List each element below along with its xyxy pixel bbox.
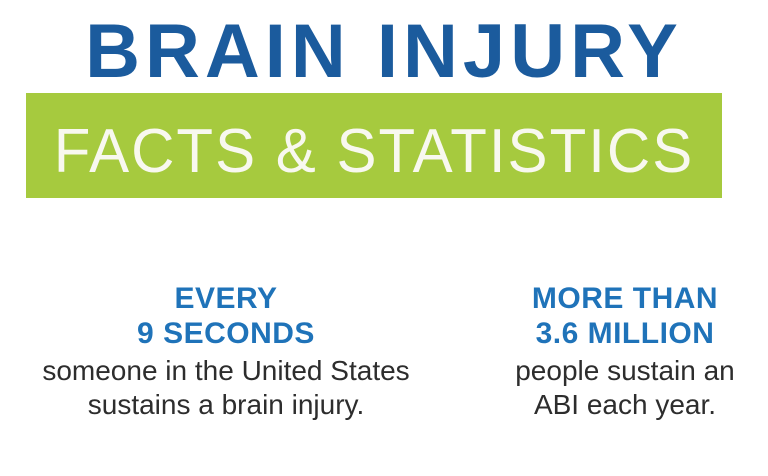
stat-body: people sustain an ABI each year.: [475, 354, 768, 422]
stat-headline-line2: 3.6 MILLION: [535, 317, 715, 350]
title-banner: FACTS & STATISTICS: [26, 93, 722, 198]
stat-body-line2: ABI each year.: [533, 389, 717, 420]
stat-body-line2: sustains a brain injury.: [87, 389, 365, 420]
page-subtitle: FACTS & STATISTICS: [53, 115, 695, 185]
stat-headline-line1: MORE THAN: [531, 282, 719, 315]
page-title: BRAIN INJURY: [85, 9, 683, 94]
stat-headline-line2: 9 SECONDS: [137, 317, 315, 350]
stat-headline-line1: EVERY: [174, 282, 278, 315]
stat-body: someone in the United States sustains a …: [16, 354, 436, 422]
stat-headline: EVERY 9 SECONDS: [16, 281, 436, 351]
stat-headline: MORE THAN 3.6 MILLION: [475, 281, 768, 351]
stat-body-line1: someone in the United States: [42, 355, 410, 386]
stat-every-9-seconds: EVERY 9 SECONDS someone in the United St…: [16, 281, 436, 422]
stat-body-line1: people sustain an: [515, 355, 735, 386]
stat-3-6-million: MORE THAN 3.6 MILLION people sustain an …: [475, 281, 768, 422]
